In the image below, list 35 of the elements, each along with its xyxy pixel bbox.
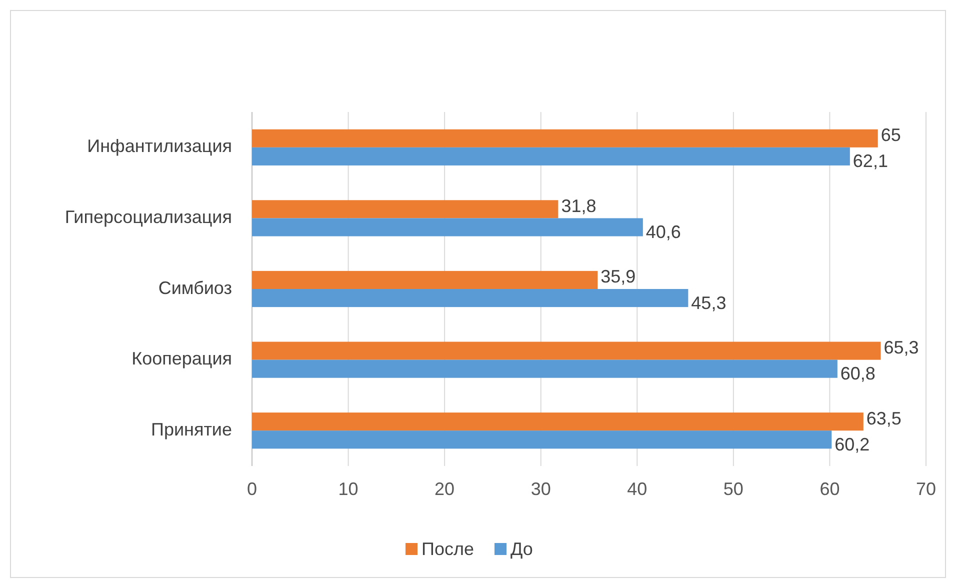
x-tick-label: 10: [338, 478, 358, 499]
data-label: 60,2: [834, 434, 870, 454]
legend-label: После: [422, 538, 474, 559]
bar: [252, 360, 838, 378]
x-tick-label: 0: [246, 478, 258, 499]
bar: [252, 200, 558, 218]
data-label: 62,1: [852, 151, 888, 172]
x-tick-label: 20: [434, 478, 455, 499]
y-tick-label: Симбиоз: [158, 278, 232, 298]
bar: [252, 218, 643, 236]
legend-label: До: [510, 538, 533, 559]
bar: [252, 129, 878, 148]
bar: [252, 147, 850, 166]
y-tick-label: Кооперация: [132, 348, 232, 369]
data-label: 65: [880, 125, 901, 146]
bar: [252, 289, 688, 308]
bar: [252, 270, 598, 289]
y-tick-label: Инфантилизация: [87, 136, 232, 156]
x-tick-label: 50: [723, 478, 744, 499]
x-tick-label: 40: [627, 478, 648, 499]
data-label: 31,8: [561, 196, 596, 216]
bar: [252, 430, 832, 449]
y-tick-label: Принятие: [151, 419, 232, 440]
data-label: 45,3: [691, 292, 726, 313]
data-label: 60,8: [840, 364, 876, 384]
x-tick-label: 70: [916, 478, 936, 499]
y-tick-label: Гиперсоциализация: [64, 206, 232, 227]
bar: [252, 342, 881, 360]
data-label: 35,9: [600, 266, 636, 287]
x-tick-label: 30: [530, 478, 551, 499]
x-tick-label: 60: [820, 478, 840, 499]
data-label: 65,3: [884, 338, 919, 358]
bar: [252, 412, 864, 431]
data-label: 40,6: [646, 222, 681, 242]
data-label: 63,5: [866, 408, 902, 428]
